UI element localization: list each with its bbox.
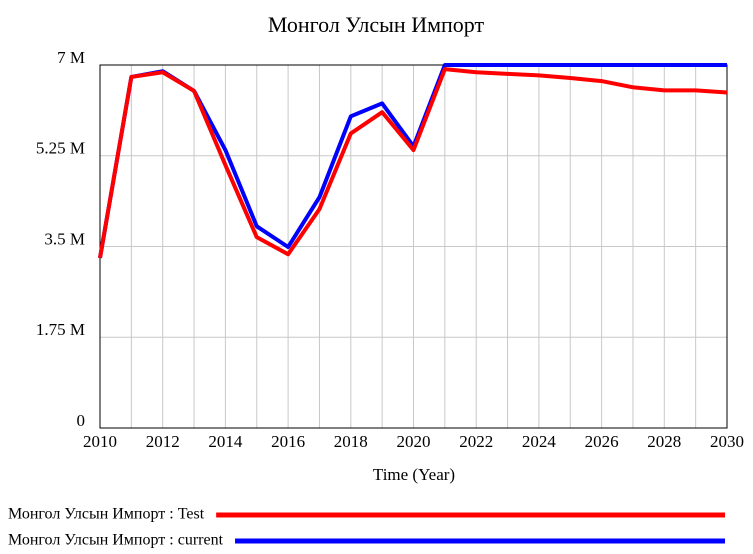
y-tick-label: 0: [77, 411, 86, 430]
x-tick-label: 2026: [585, 432, 619, 451]
x-tick-label: 2024: [522, 432, 557, 451]
x-tick-label: 2018: [334, 432, 368, 451]
chart-title: Монгол Улсын Импорт: [268, 12, 485, 37]
x-tick-label: 2016: [271, 432, 305, 451]
x-tick-label: 2030: [710, 432, 744, 451]
legend-label: Монгол Улсын Импорт : Test: [8, 506, 205, 523]
x-tick-label: 2028: [647, 432, 681, 451]
x-tick-label: 2022: [459, 432, 493, 451]
series-line: [98, 67, 728, 259]
legend-label: Монгол Улсын Импорт : current: [8, 532, 224, 549]
x-axis-label: Time (Year): [373, 465, 455, 484]
x-tick-label: 2020: [397, 432, 431, 451]
x-tick-label: 2010: [83, 432, 117, 451]
y-tick-label: 7 M: [57, 48, 85, 67]
y-tick-label: 5.25 M: [36, 139, 85, 158]
y-tick-label: 1.75 M: [36, 320, 85, 339]
x-tick-label: 2012: [146, 432, 180, 451]
x-tick-label: 2014: [208, 432, 243, 451]
y-tick-label: 3.5 M: [44, 229, 85, 248]
